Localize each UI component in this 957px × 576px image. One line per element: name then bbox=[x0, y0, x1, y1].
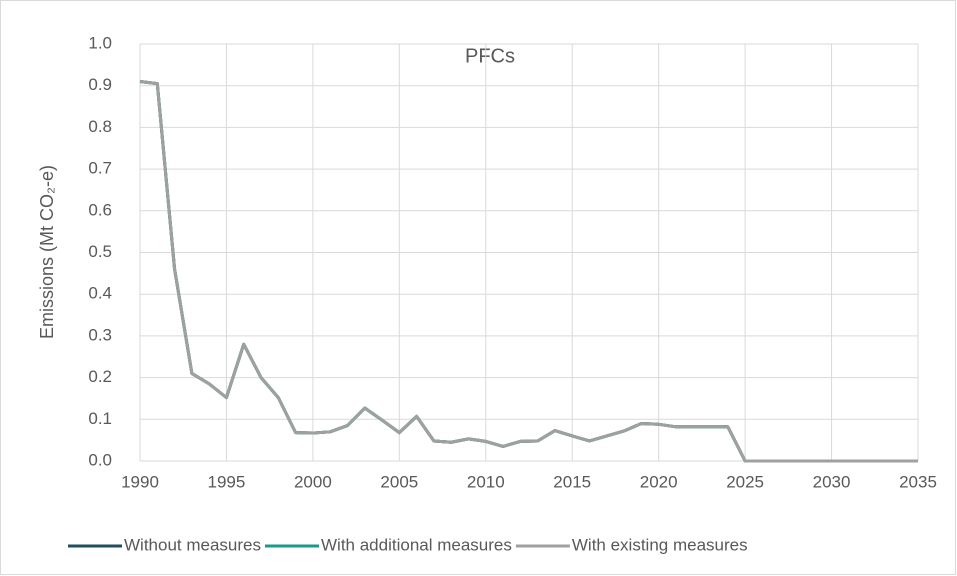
x-tick-label: 2030 bbox=[813, 472, 851, 491]
y-tick-label: 0.9 bbox=[88, 75, 112, 94]
y-tick-label: 0.5 bbox=[88, 242, 112, 261]
legend-label: With existing measures bbox=[572, 535, 748, 554]
x-tick-label: 2005 bbox=[380, 472, 418, 491]
y-tick-label: 0.3 bbox=[88, 325, 112, 344]
y-tick-label: 0.7 bbox=[88, 159, 112, 178]
y-tick-label: 1.0 bbox=[88, 33, 112, 52]
chart-title: PFCs bbox=[465, 45, 515, 67]
y-tick-label: 0.2 bbox=[88, 367, 112, 386]
x-tick-label: 2000 bbox=[294, 472, 332, 491]
x-tick-label: 1990 bbox=[121, 472, 159, 491]
x-tick-label: 2015 bbox=[553, 472, 591, 491]
y-tick-label: 0.4 bbox=[88, 284, 112, 303]
x-tick-label: 1995 bbox=[208, 472, 246, 491]
y-tick-label: 0.1 bbox=[88, 409, 112, 428]
y-tick-label: 0.6 bbox=[88, 200, 112, 219]
y-axis-label: Emissions (Mt CO₂-e) bbox=[37, 165, 57, 339]
legend-label: With additional measures bbox=[321, 535, 512, 554]
x-tick-label: 2035 bbox=[899, 472, 937, 491]
legend-label: Without measures bbox=[124, 535, 261, 554]
x-tick-label: 2010 bbox=[467, 472, 505, 491]
x-tick-label: 2020 bbox=[640, 472, 678, 491]
x-tick-label: 2025 bbox=[726, 472, 764, 491]
y-tick-label: 0.8 bbox=[88, 117, 112, 136]
y-tick-label: 0.0 bbox=[88, 450, 112, 469]
series-line bbox=[139, 80, 918, 463]
